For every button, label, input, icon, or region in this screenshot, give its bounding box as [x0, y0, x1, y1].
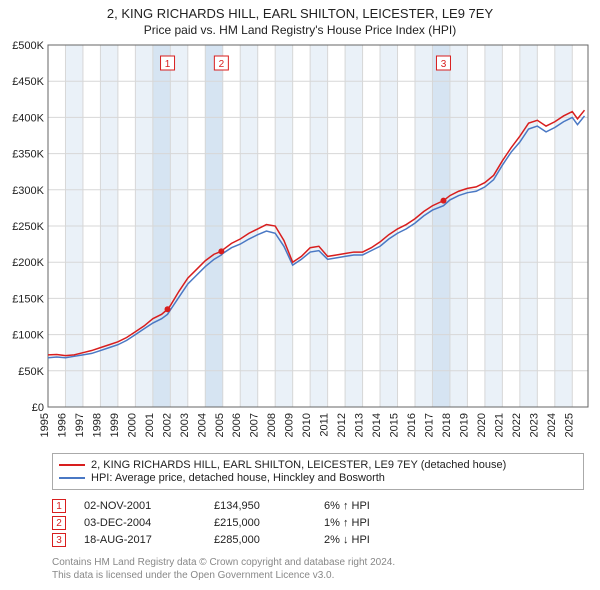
svg-text:2011: 2011 — [319, 413, 331, 437]
svg-text:2007: 2007 — [249, 413, 261, 437]
sale-date: 03-DEC-2004 — [84, 517, 214, 529]
sale-price: £134,950 — [214, 500, 324, 512]
sale-marker-num: 3 — [52, 533, 66, 547]
sale-date: 02-NOV-2001 — [84, 500, 214, 512]
svg-text:2019: 2019 — [458, 413, 470, 437]
svg-text:£450K: £450K — [12, 76, 44, 88]
legend-swatch-property — [59, 464, 85, 466]
svg-text:2012: 2012 — [336, 413, 348, 437]
svg-text:2010: 2010 — [301, 413, 313, 437]
svg-text:£100K: £100K — [12, 330, 44, 342]
footer-line-1: Contains HM Land Registry data © Crown c… — [52, 556, 584, 569]
svg-text:2004: 2004 — [196, 413, 208, 437]
svg-text:2022: 2022 — [511, 413, 523, 437]
legend-swatch-hpi — [59, 477, 85, 479]
svg-text:1996: 1996 — [56, 413, 68, 437]
svg-text:£50K: £50K — [18, 366, 44, 378]
svg-text:£500K: £500K — [12, 40, 44, 52]
svg-text:2005: 2005 — [214, 413, 226, 437]
svg-text:1995: 1995 — [39, 413, 51, 437]
svg-text:2013: 2013 — [354, 413, 366, 437]
svg-text:3: 3 — [441, 59, 447, 70]
sale-marker-num: 2 — [52, 516, 66, 530]
svg-text:£250K: £250K — [12, 221, 44, 233]
title-line-1: 2, KING RICHARDS HILL, EARL SHILTON, LEI… — [8, 6, 592, 21]
svg-text:£300K: £300K — [12, 185, 44, 197]
sale-diff: 2% ↓ HPI — [324, 534, 414, 546]
title-block: 2, KING RICHARDS HILL, EARL SHILTON, LEI… — [0, 0, 600, 39]
svg-text:1: 1 — [165, 59, 171, 70]
chart-container: 2, KING RICHARDS HILL, EARL SHILTON, LEI… — [0, 0, 600, 590]
svg-text:2000: 2000 — [126, 413, 138, 437]
sale-diff: 6% ↑ HPI — [324, 500, 414, 512]
svg-text:2003: 2003 — [179, 413, 191, 437]
svg-text:1999: 1999 — [109, 413, 121, 437]
svg-text:2008: 2008 — [266, 413, 278, 437]
svg-text:2023: 2023 — [528, 413, 540, 437]
svg-text:2024: 2024 — [546, 413, 558, 437]
svg-text:2001: 2001 — [144, 413, 156, 437]
svg-text:2016: 2016 — [406, 413, 418, 437]
sale-price: £285,000 — [214, 534, 324, 546]
sale-row: 2 03-DEC-2004£215,0001% ↑ HPI — [52, 516, 584, 530]
sales-list: 1 02-NOV-2001£134,9506% ↑ HPI 2 03-DEC-2004… — [52, 496, 584, 550]
svg-text:2002: 2002 — [161, 413, 173, 437]
svg-text:1997: 1997 — [74, 413, 86, 437]
sale-row: 1 02-NOV-2001£134,9506% ↑ HPI — [52, 499, 584, 513]
sale-diff: 1% ↑ HPI — [324, 517, 414, 529]
svg-text:1998: 1998 — [91, 413, 103, 437]
legend-label-property: 2, KING RICHARDS HILL, EARL SHILTON, LEI… — [91, 459, 506, 471]
footer: Contains HM Land Registry data © Crown c… — [52, 556, 584, 582]
svg-text:2015: 2015 — [389, 413, 401, 437]
svg-text:2025: 2025 — [563, 413, 575, 437]
svg-text:2020: 2020 — [476, 413, 488, 437]
legend-label-hpi: HPI: Average price, detached house, Hinc… — [91, 472, 385, 484]
svg-text:2009: 2009 — [284, 413, 296, 437]
sale-price: £215,000 — [214, 517, 324, 529]
svg-text:2017: 2017 — [423, 413, 435, 437]
svg-text:£400K: £400K — [12, 112, 44, 124]
legend-item-property: 2, KING RICHARDS HILL, EARL SHILTON, LEI… — [59, 459, 577, 471]
sale-row: 3 18-AUG-2017£285,0002% ↓ HPI — [52, 533, 584, 547]
svg-text:2: 2 — [219, 59, 225, 70]
svg-text:2006: 2006 — [231, 413, 243, 437]
legend: 2, KING RICHARDS HILL, EARL SHILTON, LEI… — [52, 453, 584, 490]
svg-text:£200K: £200K — [12, 257, 44, 269]
sale-marker-num: 1 — [52, 499, 66, 513]
svg-text:£150K: £150K — [12, 293, 44, 305]
footer-line-2: This data is licensed under the Open Gov… — [52, 569, 584, 582]
legend-item-hpi: HPI: Average price, detached house, Hinc… — [59, 472, 577, 484]
line-chart: 1 2 3 £0 £50K £100K £150K £200K £250K £300K £350K £… — [0, 39, 600, 447]
chart-area: 1 2 3 £0 £50K £100K £150K £200K £250K £300K £350K £… — [0, 39, 600, 447]
svg-text:2014: 2014 — [371, 413, 383, 437]
sale-date: 18-AUG-2017 — [84, 534, 214, 546]
title-line-2: Price paid vs. HM Land Registry's House … — [8, 23, 592, 37]
svg-text:£350K: £350K — [12, 149, 44, 161]
svg-text:£0: £0 — [32, 402, 44, 414]
svg-text:2018: 2018 — [441, 413, 453, 437]
svg-text:2021: 2021 — [493, 413, 505, 437]
